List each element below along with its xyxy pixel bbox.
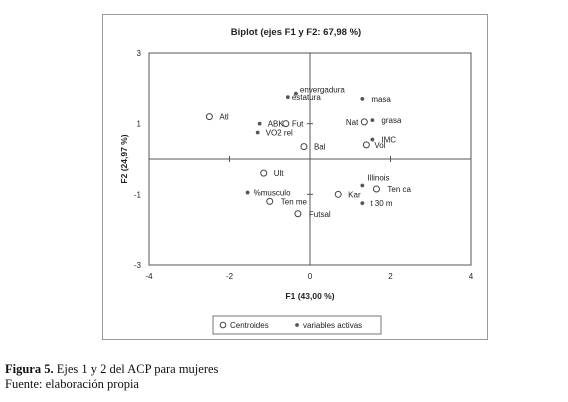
variable-point [370, 118, 375, 123]
x-tick-label: 0 [308, 272, 313, 281]
y-tick-label: -3 [134, 261, 142, 270]
point-label: ABK [268, 120, 285, 129]
point-label: Kar [348, 190, 361, 199]
point-label: Bal [314, 143, 326, 152]
legend-centroid-label: Centroides [230, 321, 269, 330]
point-label: Ten ca [387, 185, 411, 194]
caption-line: Figura 5. Ejes 1 y 2 del ACP para mujere… [5, 362, 218, 377]
variable-point [285, 95, 290, 100]
point-label: Vol [374, 141, 385, 150]
centroid-point [266, 197, 274, 205]
point-label: grasa [381, 116, 402, 125]
variable-point [294, 91, 298, 96]
point-label: Ult [274, 169, 285, 178]
variable-point [360, 201, 365, 206]
point-label: IMC [381, 136, 396, 145]
y-axis-label: F2 (24,97 %) [119, 134, 129, 183]
centroid-point [294, 210, 302, 218]
centroid-point [300, 143, 308, 151]
variable-point [370, 137, 375, 142]
centroid-point [282, 120, 290, 128]
centroid-point [360, 118, 368, 126]
chart-title: Biplot (ejes F1 y F2: 67,98 %) [231, 27, 361, 38]
centroid-point [205, 113, 213, 121]
x-tick-label: 4 [469, 272, 474, 281]
caption-figure-label: Figura 5. [5, 362, 54, 376]
point-label: Fut [292, 120, 304, 129]
variable-point [360, 97, 365, 101]
centroid-point [362, 141, 370, 149]
centroid-point [334, 190, 342, 198]
x-tick-label: 2 [388, 272, 393, 281]
point-label: masa [371, 95, 391, 104]
point-label: VO2 rel [266, 129, 293, 138]
centroid-point [260, 169, 268, 177]
y-tick-label: 1 [137, 120, 142, 129]
variable-point [245, 190, 250, 195]
legend-variable-label: variables activas [303, 321, 362, 330]
point-label: %musculo [254, 189, 291, 198]
figure-caption: Figura 5. Ejes 1 y 2 del ACP para mujere… [5, 362, 218, 392]
x-tick-label: -2 [226, 272, 234, 281]
point-label: Nat [346, 118, 359, 127]
legend-variable-marker [295, 323, 299, 327]
variable-point [257, 121, 262, 126]
x-axis-label: F1 (43,00 %) [285, 291, 334, 301]
variable-point [360, 183, 365, 188]
point-label: Futsal [309, 210, 331, 219]
point-label: Illinois [367, 174, 389, 183]
caption-source: Fuente: elaboración propia [5, 377, 139, 391]
y-tick-label: -1 [134, 190, 142, 199]
legend-centroid-marker [219, 321, 227, 329]
caption-figure-text: Ejes 1 y 2 del ACP para mujeres [53, 362, 219, 376]
point-label: estatura [292, 93, 321, 102]
y-tick-label: 3 [137, 49, 142, 58]
point-label: Ten me [281, 197, 308, 206]
variable-point [255, 130, 260, 135]
point-label: envergadura [300, 86, 345, 95]
point-label: Atl [219, 113, 229, 122]
x-tick-label: -4 [145, 272, 153, 281]
centroid-point [372, 185, 380, 193]
biplot-chart: -4 -2 0 2 4 -3 -1 1 3 Biplot (ejes F1 y F2: 67,98… [119, 27, 474, 335]
chart-frame: -4 -2 0 2 4 -3 -1 1 3 Biplot (ejes F1 y F2: 67,98… [102, 14, 488, 340]
point-label: t 30 m [370, 199, 393, 208]
